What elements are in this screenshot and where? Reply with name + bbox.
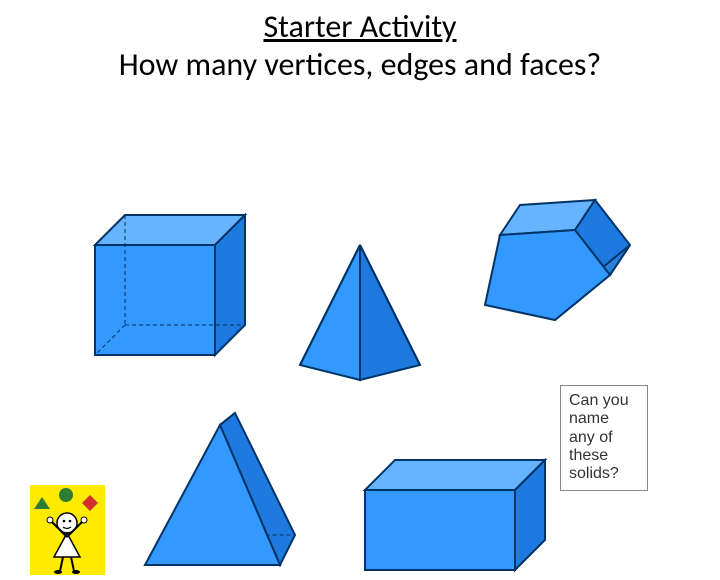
title-block: Starter Activity How many vertices, edge…	[0, 0, 720, 85]
shape-square-pyramid	[280, 235, 440, 385]
juggler-icon	[30, 485, 105, 575]
title-line2: How many vertices, edges and faces?	[0, 46, 720, 84]
shape-triangular-prism	[125, 405, 325, 575]
callout-box: Can you name any of these solids?	[560, 385, 648, 491]
shape-pentagonal-prism	[460, 190, 660, 345]
shape-cuboid	[355, 450, 555, 580]
callout-text: Can you name any of these solids?	[569, 392, 629, 483]
shape-cube	[85, 205, 255, 365]
shapes-area: Can you name any of these solids?	[0, 85, 720, 525]
title-line1: Starter Activity	[0, 8, 720, 46]
